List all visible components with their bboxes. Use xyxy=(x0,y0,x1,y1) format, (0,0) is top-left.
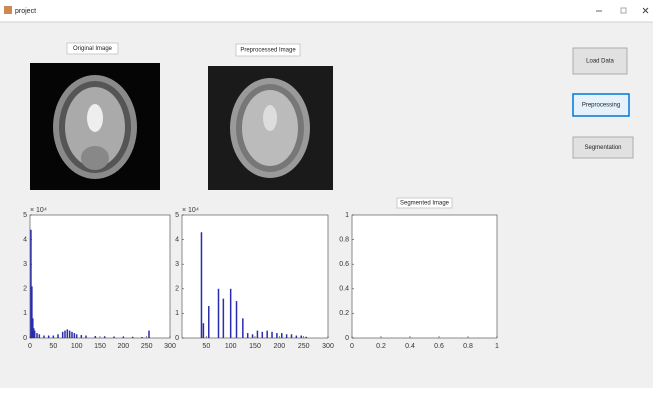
y-tick-label: 0 xyxy=(175,335,179,342)
y-tick-label: 0.2 xyxy=(339,310,349,317)
y-tick-label: 3 xyxy=(23,261,27,268)
bar xyxy=(223,299,225,338)
y-tick-label: 1 xyxy=(23,310,27,317)
title-bar xyxy=(0,0,653,22)
y-tick-label: 3 xyxy=(175,261,179,268)
bar xyxy=(252,334,254,338)
bar xyxy=(81,335,83,338)
y-tick-label: 0.6 xyxy=(339,261,349,268)
bar xyxy=(48,336,50,338)
y-tick-label: 4 xyxy=(175,236,179,243)
bar xyxy=(95,336,97,338)
bar xyxy=(34,331,36,338)
bar xyxy=(262,332,264,338)
bar xyxy=(271,332,273,338)
bar xyxy=(236,301,238,338)
bar xyxy=(36,333,38,338)
y-tick-label: 5 xyxy=(175,212,179,219)
exponent-label: × 10⁴ xyxy=(30,207,47,214)
window: project Original Image Preprocessed Imag… xyxy=(0,0,653,388)
x-tick-label: 100 xyxy=(71,343,83,350)
axes xyxy=(182,215,328,338)
preprocessed-label: Preprocessed Image xyxy=(240,48,296,54)
x-tick-label: 50 xyxy=(49,343,57,350)
bar xyxy=(132,337,134,338)
y-tick-label: 0.4 xyxy=(339,286,349,293)
x-tick-label: 200 xyxy=(273,343,285,350)
bar xyxy=(76,334,78,338)
bar xyxy=(203,323,205,338)
y-tick-label: 1 xyxy=(175,310,179,317)
bar xyxy=(257,331,259,338)
bar xyxy=(141,337,143,338)
bar xyxy=(62,332,64,338)
x-tick-label: 0.2 xyxy=(376,343,386,350)
x-tick-label: 300 xyxy=(322,343,334,350)
x-tick-label: 250 xyxy=(141,343,153,350)
x-tick-label: 200 xyxy=(117,343,129,350)
axes xyxy=(30,215,170,338)
y-tick-label: 5 xyxy=(23,212,27,219)
bar xyxy=(291,334,293,338)
x-tick-label: 300 xyxy=(164,343,176,350)
x-tick-label: 150 xyxy=(249,343,261,350)
y-tick-label: 2 xyxy=(23,286,27,293)
bar xyxy=(148,331,150,338)
y-tick-label: 0 xyxy=(23,335,27,342)
bar xyxy=(67,329,69,338)
button-label[interactable]: Preprocessing xyxy=(582,103,620,109)
bar xyxy=(43,336,45,338)
bar xyxy=(74,333,76,338)
bar xyxy=(57,334,59,338)
exponent-label: × 10⁴ xyxy=(182,207,199,214)
bar xyxy=(53,336,55,338)
y-tick-label: 2 xyxy=(175,286,179,293)
axes xyxy=(352,215,497,338)
bar xyxy=(64,331,66,338)
x-tick-label: 1 xyxy=(495,343,499,350)
bar xyxy=(230,289,232,338)
bar xyxy=(113,337,115,338)
y-tick-label: 0.8 xyxy=(339,236,349,243)
bar xyxy=(39,334,41,338)
bar xyxy=(85,336,87,338)
y-tick-label: 4 xyxy=(23,236,27,243)
y-tick-label: 0 xyxy=(345,335,349,342)
bar xyxy=(242,318,244,338)
bar xyxy=(276,333,278,338)
x-tick-label: 50 xyxy=(202,343,210,350)
bar xyxy=(69,331,71,338)
original-image xyxy=(30,63,160,190)
bar xyxy=(104,336,106,338)
original-label: Original Image xyxy=(73,46,113,52)
bar xyxy=(300,336,302,338)
x-tick-label: 0.6 xyxy=(434,343,444,350)
x-tick-label: 150 xyxy=(94,343,106,350)
bar xyxy=(247,333,249,338)
bar xyxy=(296,336,298,338)
bar xyxy=(281,333,283,338)
bar xyxy=(71,332,73,338)
bar xyxy=(266,331,268,338)
button-label[interactable]: Load Data xyxy=(586,59,614,65)
bar xyxy=(286,334,288,338)
preprocessed-image xyxy=(208,66,333,190)
bar xyxy=(201,232,203,338)
x-tick-label: 0.4 xyxy=(405,343,415,350)
y-tick-label: 1 xyxy=(345,212,349,219)
bar xyxy=(208,306,210,338)
app-icon xyxy=(4,6,12,14)
x-tick-label: 0.8 xyxy=(463,343,473,350)
x-tick-label: 0 xyxy=(28,343,32,350)
bar xyxy=(123,337,125,338)
window-title: project xyxy=(15,8,36,15)
x-tick-label: 250 xyxy=(298,343,310,350)
x-tick-label: 0 xyxy=(350,343,354,350)
bar xyxy=(305,337,307,338)
x-tick-label: 100 xyxy=(225,343,237,350)
segmented-label: Segmented Image xyxy=(400,201,450,207)
bar xyxy=(218,289,220,338)
button-label[interactable]: Segmentation xyxy=(584,145,621,151)
